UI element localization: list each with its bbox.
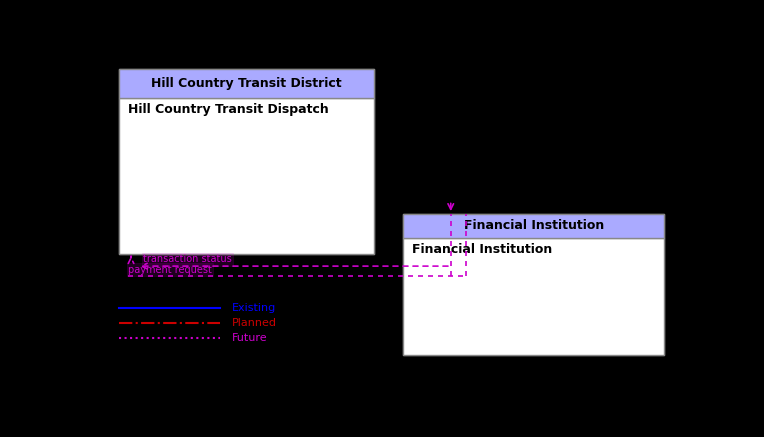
Bar — [403, 238, 664, 355]
Text: Financial Institution: Financial Institution — [413, 243, 552, 256]
Bar — [119, 69, 374, 254]
Bar — [403, 214, 664, 238]
Bar — [119, 98, 374, 254]
Text: Future: Future — [231, 333, 267, 343]
Text: Planned: Planned — [231, 318, 277, 328]
Text: payment request: payment request — [128, 264, 212, 274]
Text: Financial Institution: Financial Institution — [464, 219, 604, 232]
Bar — [119, 69, 374, 98]
Text: transaction status: transaction status — [143, 254, 231, 264]
Text: Existing: Existing — [231, 303, 276, 313]
Text: Hill Country Transit District: Hill Country Transit District — [151, 77, 342, 90]
Bar — [403, 214, 664, 355]
Text: Hill Country Transit Dispatch: Hill Country Transit Dispatch — [128, 103, 329, 116]
